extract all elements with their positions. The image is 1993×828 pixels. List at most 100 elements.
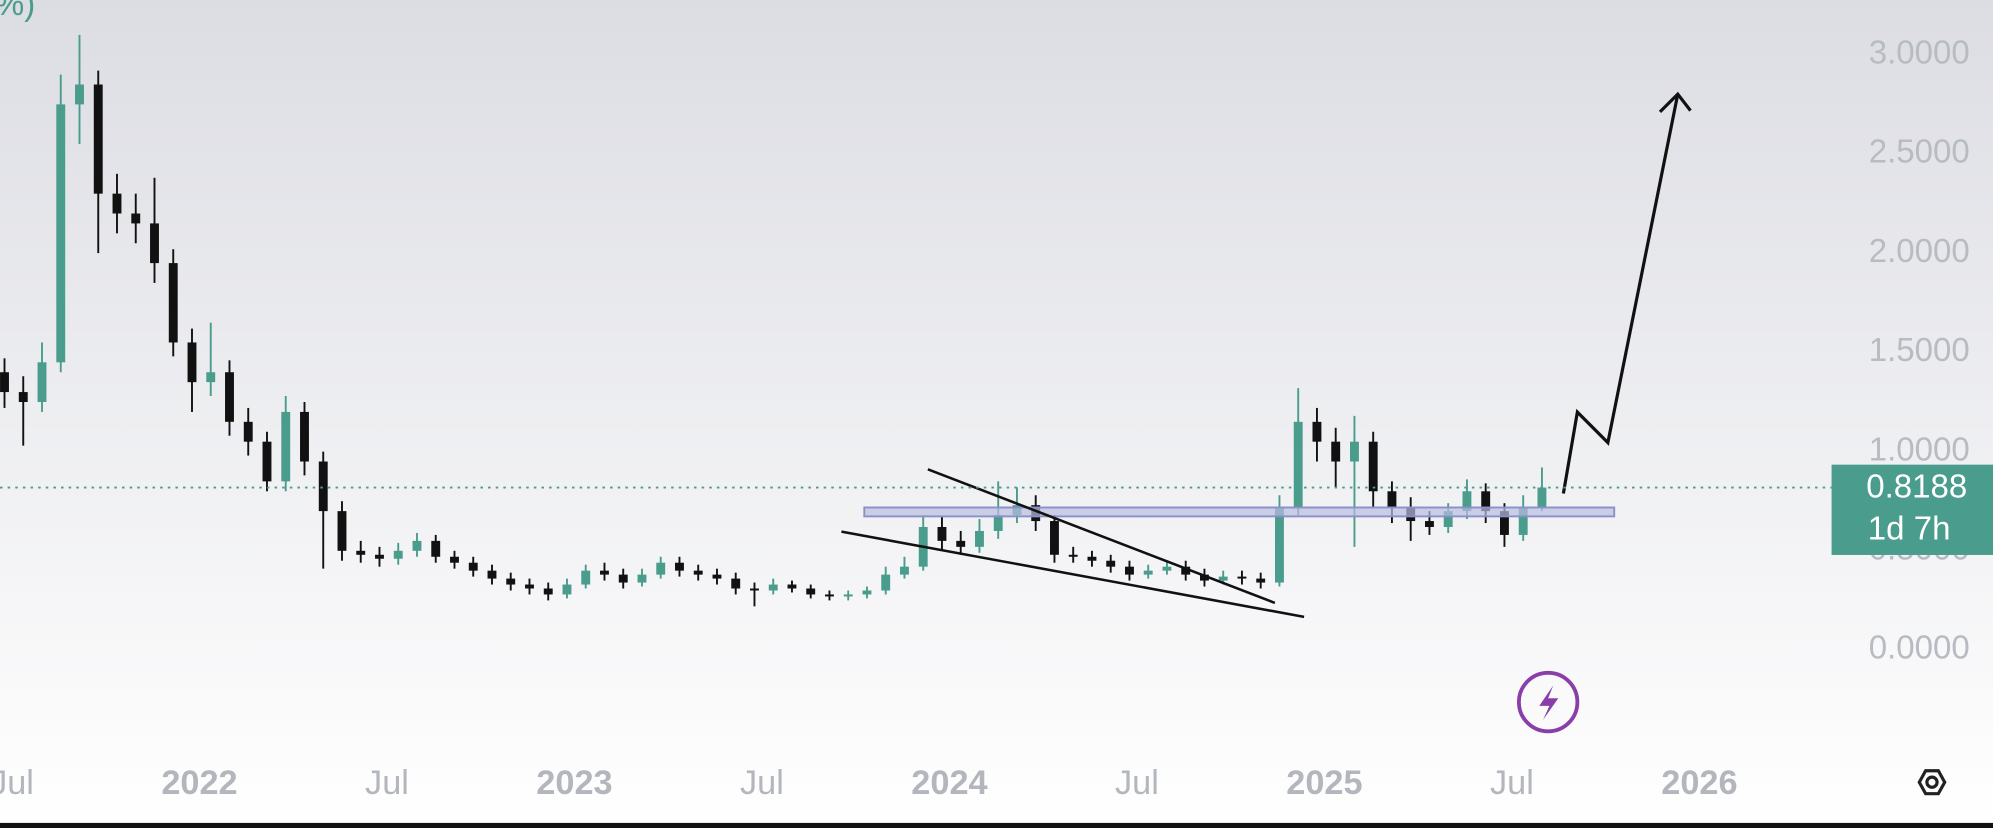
candle-body <box>1275 507 1284 583</box>
candle-body <box>843 594 853 597</box>
candle-body <box>975 530 984 547</box>
trendline <box>841 530 1305 619</box>
candle-body <box>543 588 553 595</box>
y-tick-label: 2.5000 <box>1869 134 1970 171</box>
candle-body <box>281 411 291 482</box>
settings-button[interactable] <box>1917 769 1947 796</box>
candle-body <box>0 372 9 393</box>
candle-body <box>1293 421 1303 508</box>
candle-body <box>300 411 309 462</box>
candle-body <box>93 84 103 194</box>
last-price-label: 0.8188 <box>1866 469 1967 506</box>
candle-body <box>1368 441 1378 492</box>
x-tick-label: Jul <box>0 764 34 802</box>
candle-body <box>712 574 722 579</box>
candle-body <box>881 574 891 591</box>
candle-body <box>468 562 478 571</box>
x-tick-label: 2026 <box>1661 764 1737 802</box>
candle-body <box>675 562 684 571</box>
bottom-border <box>0 822 1993 828</box>
x-tick-label: 2022 <box>161 764 237 802</box>
bolt-icon[interactable] <box>1539 685 1559 720</box>
projection-arrow <box>1561 93 1680 494</box>
candle-body <box>431 540 441 557</box>
candle-body <box>243 421 253 442</box>
trendline <box>927 468 1276 605</box>
candle-body <box>1218 576 1228 581</box>
candle-body <box>787 584 797 589</box>
candle-body <box>225 372 234 422</box>
candle-body <box>1537 487 1547 508</box>
candle-body <box>168 263 178 343</box>
x-tick-label: 2025 <box>1286 764 1362 802</box>
candle-body <box>262 441 272 482</box>
y-tick-label: 0.0000 <box>1869 630 1970 667</box>
candle-body <box>1050 521 1059 555</box>
candle-body <box>75 84 84 105</box>
candle-body <box>806 588 816 595</box>
candle-body <box>750 588 759 591</box>
x-tick-label: 2023 <box>536 764 612 802</box>
candle-body <box>1462 491 1472 512</box>
candle-body <box>37 362 47 402</box>
price-box <box>1831 464 1993 555</box>
candle-body <box>581 570 591 585</box>
candle-body <box>1162 566 1172 571</box>
candle-body <box>993 515 1003 531</box>
x-tick-label: Jul <box>740 764 784 802</box>
candle-body <box>768 584 778 591</box>
candle-body <box>1106 560 1116 567</box>
candle-body <box>450 556 459 563</box>
candle-body <box>1443 511 1453 527</box>
hex-dot[interactable] <box>1925 775 1939 789</box>
candle-body <box>131 213 141 224</box>
candle-body <box>187 342 197 383</box>
candle-body <box>862 590 872 595</box>
y-tick-label: 1.0000 <box>1869 431 1970 468</box>
x-tick-label: Jul <box>1490 764 1534 802</box>
candle-body <box>1312 421 1322 442</box>
candle-body <box>412 540 422 551</box>
candle-body <box>1350 441 1359 462</box>
candle-body <box>1181 566 1191 575</box>
icon-circle[interactable] <box>1516 670 1580 734</box>
candle-body <box>1143 570 1153 575</box>
candle-body <box>393 550 403 559</box>
lightning-button[interactable] <box>1516 670 1580 734</box>
price-tag: 0.8188 1d 7h <box>0 464 1993 555</box>
candle-body <box>1237 576 1247 579</box>
candle-body <box>18 392 28 402</box>
candle-body <box>56 104 66 363</box>
candle-body <box>150 223 159 264</box>
candle-body <box>825 594 834 597</box>
candle-body <box>1087 556 1097 561</box>
candle-body <box>900 566 909 575</box>
hex-icon[interactable] <box>1917 769 1947 796</box>
candle-body <box>318 461 328 512</box>
candle-body <box>1518 507 1528 535</box>
candle-body <box>1331 441 1341 462</box>
candles <box>0 34 1547 607</box>
candle-body <box>618 574 628 583</box>
y-tick-label: 1.5000 <box>1869 332 1970 369</box>
arrow-head <box>1658 91 1692 114</box>
candle-body <box>506 578 516 585</box>
candle-body <box>600 570 609 575</box>
y-tick-label: 3.0000 <box>1869 34 1970 71</box>
candle-body <box>1256 578 1266 583</box>
candle-body <box>206 372 216 383</box>
candle-body <box>937 526 947 541</box>
candle-body <box>1481 491 1491 512</box>
candle-body <box>637 574 647 583</box>
candle-body <box>1499 511 1509 535</box>
y-tick-label: 2.0000 <box>1869 233 1970 270</box>
candle-body <box>487 570 497 579</box>
zone-box <box>863 506 1616 518</box>
candle-body <box>1125 566 1134 575</box>
candle-body <box>1387 491 1397 508</box>
candle-body <box>375 554 384 559</box>
candle-body <box>1068 554 1078 557</box>
